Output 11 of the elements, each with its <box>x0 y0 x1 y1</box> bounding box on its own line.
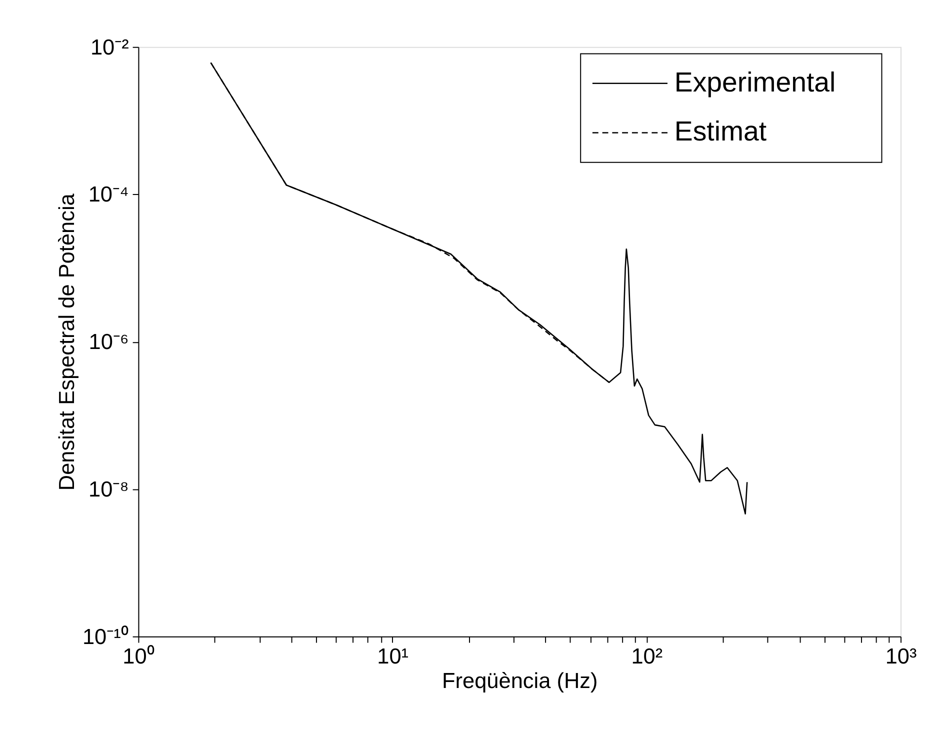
x-tick-label: 10³ <box>885 644 917 669</box>
y-axis-title: Densitat Espectral de Potència <box>54 192 79 491</box>
legend-label: Estimat <box>674 116 767 147</box>
y-tick-label: 10⁻⁸ <box>88 476 129 502</box>
y-tick-label: 10⁻⁴ <box>88 182 129 207</box>
x-tick-label: 10¹ <box>377 644 409 669</box>
x-tick-label: 10² <box>631 644 663 669</box>
y-tick-label: 10⁻⁶ <box>88 329 129 354</box>
y-tick-label: 10⁻² <box>90 34 129 60</box>
legend-label: Experimental <box>674 66 836 98</box>
x-axis-title: Freqüència (Hz) <box>442 668 598 694</box>
